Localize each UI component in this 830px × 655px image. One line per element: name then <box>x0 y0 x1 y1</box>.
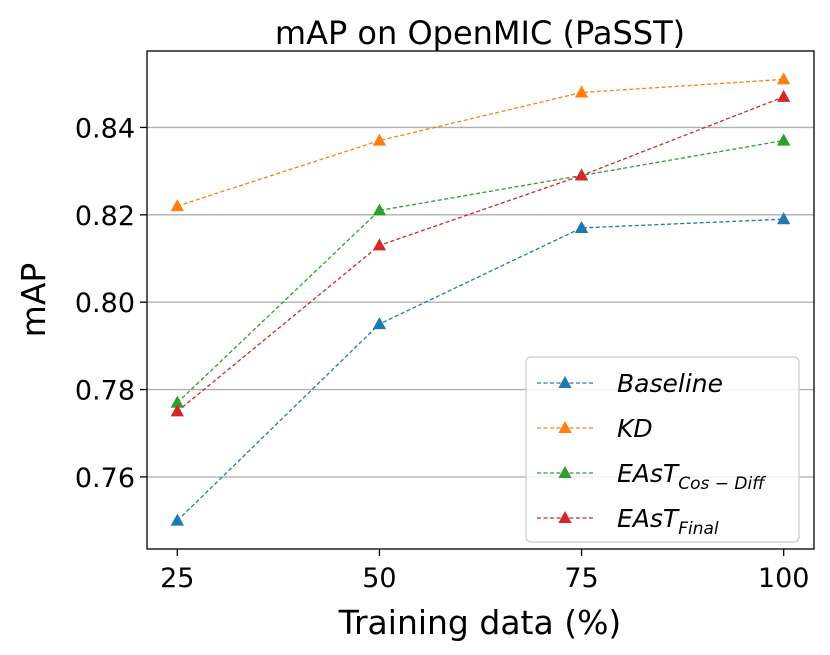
data-point <box>170 404 184 417</box>
data-point <box>372 238 387 251</box>
x-tick-label: 100 <box>758 563 810 594</box>
y-axis: 0.76 0.78 0.80 0.82 0.84 <box>75 113 147 494</box>
x-axis-label: Training data (%) <box>338 603 622 642</box>
series-line <box>176 96 784 412</box>
data-point <box>777 212 791 225</box>
legend-label: EAsTCos − Diff <box>617 459 766 494</box>
y-tick-label: 0.76 <box>75 463 135 494</box>
data-point <box>777 89 791 102</box>
data-point <box>170 199 184 212</box>
data-point <box>777 133 791 146</box>
data-point <box>574 168 589 181</box>
y-tick-label: 0.78 <box>75 376 135 407</box>
y-tick-label: 0.84 <box>75 113 135 144</box>
legend-marker <box>558 421 572 434</box>
y-axis-label: mAP <box>14 263 53 338</box>
data-point <box>170 395 184 408</box>
series-line <box>176 218 784 522</box>
legend-label: Baseline <box>617 369 723 398</box>
data-point <box>777 72 791 85</box>
legend-label: KD <box>617 414 653 443</box>
series-east-final <box>170 89 791 417</box>
data-point <box>170 513 184 526</box>
legend-item: Baseline <box>537 369 723 398</box>
legend-marker <box>558 466 572 479</box>
plot-frame <box>146 50 815 550</box>
legend-marker <box>558 511 572 524</box>
legend-box <box>525 356 800 543</box>
series-baseline <box>170 212 791 526</box>
data-point <box>372 317 387 330</box>
legend-marker <box>558 376 572 389</box>
x-tick-label: 50 <box>362 563 396 594</box>
legend-item: EAsTFinal <box>537 504 719 539</box>
legend-label: EAsTFinal <box>617 504 719 539</box>
legend-item: EAsTCos − Diff <box>537 459 766 494</box>
x-axis: 25 50 75 100 <box>160 549 809 594</box>
series-layer <box>170 72 791 526</box>
x-tick-label: 25 <box>160 563 194 594</box>
legend: Baseline KD EAsTCos − Diff EAsTFinal <box>525 356 800 543</box>
x-tick-label: 75 <box>564 563 598 594</box>
data-point <box>574 220 589 233</box>
series-line <box>177 78 784 207</box>
series-line <box>176 139 784 404</box>
data-point <box>372 133 387 146</box>
y-tick-label: 0.82 <box>75 201 135 232</box>
data-point <box>574 85 589 98</box>
chart-title: mAP on OpenMIC (PaSST) <box>275 14 685 52</box>
legend-item: KD <box>537 414 653 443</box>
series-kd <box>170 72 791 212</box>
y-tick-label: 0.80 <box>75 288 135 319</box>
data-point <box>372 203 387 216</box>
